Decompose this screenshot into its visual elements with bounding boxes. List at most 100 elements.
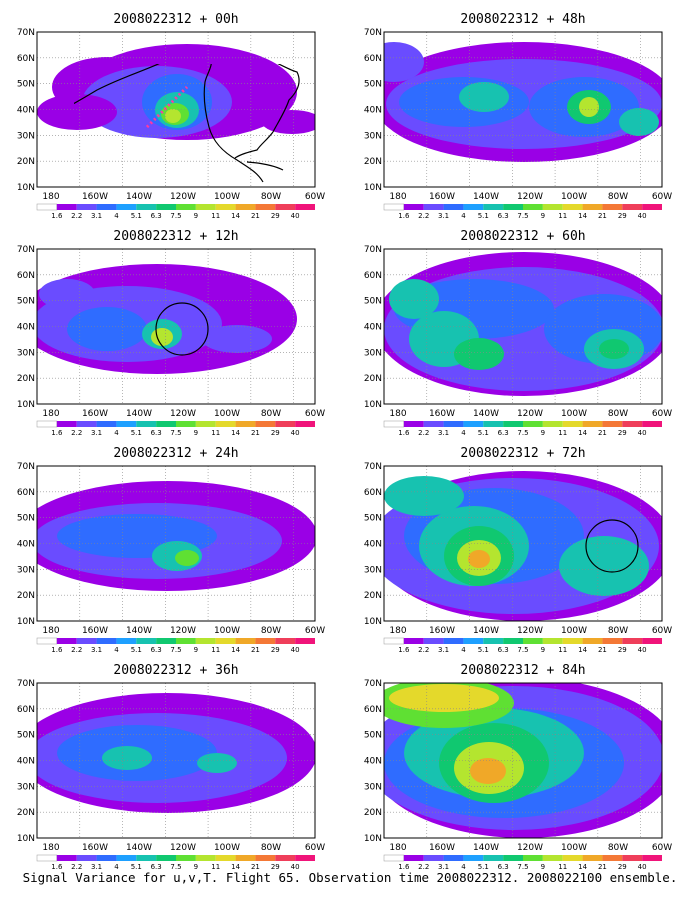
colorbar-swatch (116, 421, 137, 427)
x-tick-label: 100W (214, 192, 240, 202)
x-tick-label: 120W (170, 192, 196, 202)
colorbar-swatch (423, 421, 444, 427)
colorbar-swatch (403, 855, 424, 861)
x-tick-label: 160W (82, 192, 108, 202)
colorbar-label: 2.2 (418, 646, 429, 654)
map-panel: 2008022312 + 00h 180 160W 140W 120W 100W 80W 60… (17, 12, 325, 220)
variance-contour (459, 82, 509, 112)
colorbar-label: 21 (251, 429, 260, 437)
colorbar-swatch (136, 421, 157, 427)
colorbar-label: 21 (598, 863, 607, 871)
colorbar-swatch (295, 421, 315, 427)
colorbar-label: 5.1 (478, 429, 489, 437)
colorbar-swatch (116, 204, 137, 210)
y-tick-label: 40N (364, 540, 382, 550)
colorbar-label: 2.2 (71, 429, 82, 437)
x-tick-label: 100W (561, 409, 587, 419)
colorbar-swatch (215, 204, 236, 210)
x-tick-label: 100W (214, 409, 240, 419)
map-frame (36, 248, 316, 405)
colorbar-label: 6.3 (498, 646, 509, 654)
colorbar-label: 11 (558, 863, 567, 871)
y-tick-label: 30N (364, 348, 382, 358)
map-frame (383, 682, 663, 839)
colorbar-swatch (523, 638, 543, 644)
colorbar-label: 6.3 (498, 212, 509, 220)
colorbar-swatch (503, 204, 523, 210)
colorbar-label: 29 (618, 646, 627, 654)
colorbar-label: 11 (558, 646, 567, 654)
x-tick-label: 180 (389, 843, 406, 853)
panel-title: 2008022312 + 24h (113, 446, 238, 461)
y-tick-label: 70N (364, 245, 382, 255)
x-tick-label: 60W (652, 409, 672, 419)
colorbar-label: 21 (598, 212, 607, 220)
colorbar-label: 5.1 (131, 212, 142, 220)
colorbar-label: 3.1 (91, 863, 102, 871)
colorbar-label: 4 (461, 646, 466, 654)
y-tick-label: 20N (364, 157, 382, 167)
colorbar-swatch (542, 204, 563, 210)
colorbar-swatch (523, 855, 543, 861)
coastline-segment (246, 161, 284, 171)
colorbar-label: 5.1 (131, 863, 142, 871)
x-tick-label: 80W (261, 626, 281, 636)
colorbar-swatch (76, 421, 97, 427)
x-tick-label: 80W (261, 409, 281, 419)
x-tick-label: 60W (652, 843, 672, 853)
variance-contour (619, 108, 659, 136)
x-tick-label: 80W (261, 192, 281, 202)
colorbar-swatch (582, 421, 603, 427)
variance-field (37, 264, 297, 374)
colorbar-label: 4 (114, 429, 119, 437)
colorbar-label: 3.1 (91, 646, 102, 654)
x-tick-label: 80W (608, 192, 628, 202)
colorbar-label: 7.5 (517, 646, 528, 654)
colorbar-label: 40 (638, 646, 647, 654)
variance-contour (67, 307, 147, 351)
colorbar-swatch (503, 421, 523, 427)
colorbar-swatch (96, 855, 117, 861)
colorbar-swatch (176, 421, 196, 427)
x-tick-label: 160W (429, 843, 455, 853)
variance-contour (579, 97, 599, 117)
x-tick-label: 140W (126, 409, 152, 419)
y-tick-label: 30N (17, 565, 35, 575)
y-tick-label: 20N (364, 808, 382, 818)
colorbar-label: 7.5 (170, 212, 181, 220)
colorbar-swatch (136, 204, 157, 210)
y-tick-label: 50N (364, 514, 382, 524)
x-tick-label: 140W (126, 192, 152, 202)
colorbar-swatch (423, 204, 444, 210)
y-tick-label: 50N (364, 297, 382, 307)
colorbar-label: 11 (211, 212, 220, 220)
x-tick-label: 180 (42, 843, 59, 853)
colorbar-label: 7.5 (170, 429, 181, 437)
map-panel: 2008022312 + 12h 180 160W 140W 120W 100W 80W 60… (17, 229, 325, 437)
panel-title: 2008022312 + 36h (113, 663, 238, 678)
y-tick-label: 50N (17, 514, 35, 524)
colorbar-label: 9 (541, 646, 545, 654)
colorbar-label: 3.1 (438, 429, 449, 437)
y-tick-label: 70N (364, 462, 382, 472)
colorbar-swatch (76, 638, 97, 644)
colorbar-swatch (36, 203, 58, 211)
target-circle (155, 302, 209, 356)
variance-contour (202, 325, 272, 353)
variance-contour (39, 279, 95, 309)
colorbar-swatch (562, 421, 583, 427)
y-tick-label: 60N (17, 54, 35, 64)
colorbar-swatch (116, 855, 137, 861)
y-tick-label: 10N (17, 834, 35, 844)
y-tick-label: 10N (364, 183, 382, 193)
y-tick-label: 70N (364, 28, 382, 38)
colorbar-label: 14 (578, 646, 587, 654)
colorbar-label: 4 (114, 212, 119, 220)
x-tick-label: 140W (473, 626, 499, 636)
colorbar-swatch (76, 855, 97, 861)
y-tick-label: 50N (364, 80, 382, 90)
colorbar-label: 4 (461, 863, 466, 871)
y-tick-label: 10N (364, 617, 382, 627)
colorbar-label: 3.1 (438, 212, 449, 220)
colorbar-label: 11 (211, 646, 220, 654)
